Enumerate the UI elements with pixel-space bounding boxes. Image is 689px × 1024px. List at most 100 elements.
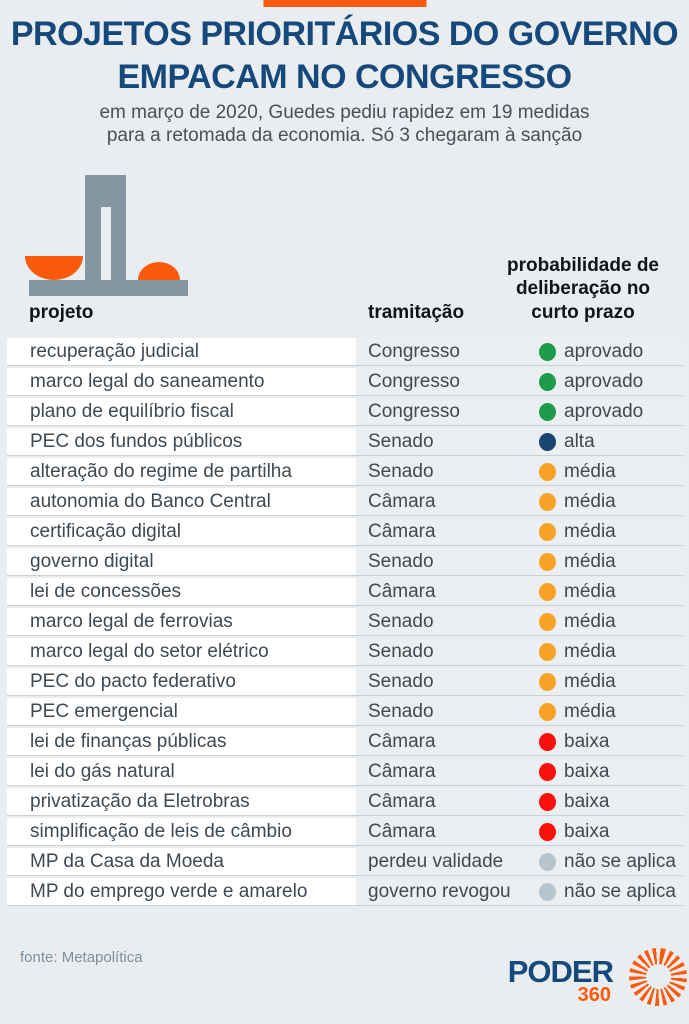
table-header-row: projeto tramitação probabilidade de deli… (0, 240, 689, 326)
table-row: marco legal do saneamento Congresso apro… (7, 368, 683, 396)
probability-dot-icon (539, 882, 556, 901)
table-row: lei de concessões Câmara média (7, 578, 683, 606)
probability-dot-icon (539, 432, 556, 451)
probability-label: média (564, 520, 616, 542)
table-row: PEC emergencial Senado média (7, 698, 683, 726)
status-cell: Senado (368, 460, 434, 482)
title-line-2: EMPACAM NO CONGRESSO (117, 58, 572, 96)
probability-label: baixa (564, 760, 610, 782)
probability-label: média (564, 550, 616, 572)
probability-label: média (564, 640, 616, 662)
status-cell: Senado (368, 550, 434, 572)
probability-label: média (564, 580, 616, 602)
table-row: PEC do pacto federativo Senado média (7, 668, 683, 696)
table-row: plano de equilíbrio fiscal Congresso apr… (7, 398, 683, 426)
sunburst-icon (625, 944, 689, 1010)
status-cell: Senado (368, 610, 434, 632)
table-row: lei de finanças públicas Câmara baixa (7, 728, 683, 756)
subtitle: em março de 2020, Guedes pediu rapidez e… (0, 101, 689, 147)
column-header-probability: probabilidade de deliberação no curto pr… (506, 254, 660, 323)
table-row: MP do emprego verde e amarelo governo re… (7, 878, 683, 906)
subtitle-line-1: em março de 2020, Guedes pediu rapidez e… (99, 102, 590, 123)
status-cell: Senado (368, 670, 434, 692)
table-row: lei do gás natural Câmara baixa (7, 758, 683, 786)
subtitle-line-2: para a retomada da economia. Só 3 chegar… (106, 125, 583, 146)
status-cell: Câmara (368, 760, 436, 782)
status-cell: Senado (368, 430, 434, 452)
probability-dot-icon (539, 342, 556, 361)
status-cell: Câmara (368, 520, 436, 542)
project-cell: marco legal de ferrovias (7, 608, 356, 635)
projects-table: recuperação judicial Congresso aprovado … (7, 338, 683, 908)
column-header-project: projeto (29, 302, 94, 323)
probability-cell: não se aplica (539, 878, 683, 905)
status-cell: Congresso (368, 340, 460, 362)
status-cell: Câmara (368, 490, 436, 512)
probability-cell: baixa (539, 788, 683, 815)
probability-dot-icon (539, 462, 556, 481)
probability-cell: alta (539, 428, 683, 455)
table-row: PEC dos fundos públicos Senado alta (7, 428, 683, 456)
status-cell: Câmara (368, 580, 436, 602)
table-row: marco legal do setor elétrico Senado méd… (7, 638, 683, 666)
project-cell: PEC emergencial (7, 698, 356, 725)
probability-label: baixa (564, 730, 610, 752)
probability-dot-icon (539, 822, 556, 841)
column-header-status: tramitação (368, 302, 465, 323)
probability-label: aprovado (564, 340, 644, 362)
probability-cell: baixa (539, 758, 683, 785)
congress-base-icon (29, 280, 188, 296)
probability-dot-icon (539, 642, 556, 661)
probability-dot-icon (539, 372, 556, 391)
probability-cell: média (539, 488, 683, 515)
probability-label: alta (564, 430, 595, 452)
status-cell: perdeu validade (368, 850, 504, 872)
probability-cell: média (539, 698, 683, 725)
status-cell: Câmara (368, 790, 436, 812)
probability-cell: média (539, 638, 683, 665)
project-cell: autonomia do Banco Central (7, 488, 356, 515)
table-row: recuperação judicial Congresso aprovado (7, 338, 683, 366)
probability-cell: média (539, 578, 683, 605)
probability-label: média (564, 460, 616, 482)
probability-label: aprovado (564, 400, 644, 422)
probability-dot-icon (539, 522, 556, 541)
probability-cell: não se aplica (539, 848, 683, 875)
probability-dot-icon (539, 732, 556, 751)
probability-cell: baixa (539, 728, 683, 755)
project-cell: certificação digital (7, 518, 356, 545)
table-row: alteração do regime de partilha Senado m… (7, 458, 683, 486)
probability-cell: média (539, 608, 683, 635)
project-cell: marco legal do saneamento (7, 368, 356, 395)
project-cell: marco legal do setor elétrico (7, 638, 356, 665)
probability-cell: aprovado (539, 338, 683, 365)
table-row: simplificação de leis de câmbio Câmara b… (7, 818, 683, 846)
table-row: certificação digital Câmara média (7, 518, 683, 546)
title-line-1: PROJETOS PRIORITÁRIOS DO GOVERNO (10, 15, 679, 53)
status-cell: Senado (368, 700, 434, 722)
page-title: PROJETOS PRIORITÁRIOS DO GOVERNO EMPACAM… (0, 13, 689, 99)
table-row: autonomia do Banco Central Câmara média (7, 488, 683, 516)
project-cell: recuperação judicial (7, 338, 356, 365)
source-credit: fonte: Metapolítica (20, 949, 143, 966)
probability-dot-icon (539, 612, 556, 631)
project-cell: plano de equilíbrio fiscal (7, 398, 356, 425)
status-cell: governo revogou (368, 880, 511, 902)
probability-cell: média (539, 458, 683, 485)
probability-dot-icon (539, 702, 556, 721)
probability-cell: baixa (539, 818, 683, 845)
probability-label: não se aplica (564, 850, 676, 872)
status-cell: Câmara (368, 730, 436, 752)
top-accent-bar (263, 0, 426, 7)
project-cell: MP da Casa da Moeda (7, 848, 356, 875)
probability-dot-icon (539, 582, 556, 601)
logo-number: 360 (577, 984, 611, 1006)
status-cell: Congresso (368, 400, 460, 422)
probability-label: média (564, 610, 616, 632)
probability-dot-icon (539, 402, 556, 421)
congress-round-dome-icon (138, 262, 180, 280)
probability-label: aprovado (564, 370, 644, 392)
probability-dot-icon (539, 672, 556, 691)
probability-cell: aprovado (539, 398, 683, 425)
